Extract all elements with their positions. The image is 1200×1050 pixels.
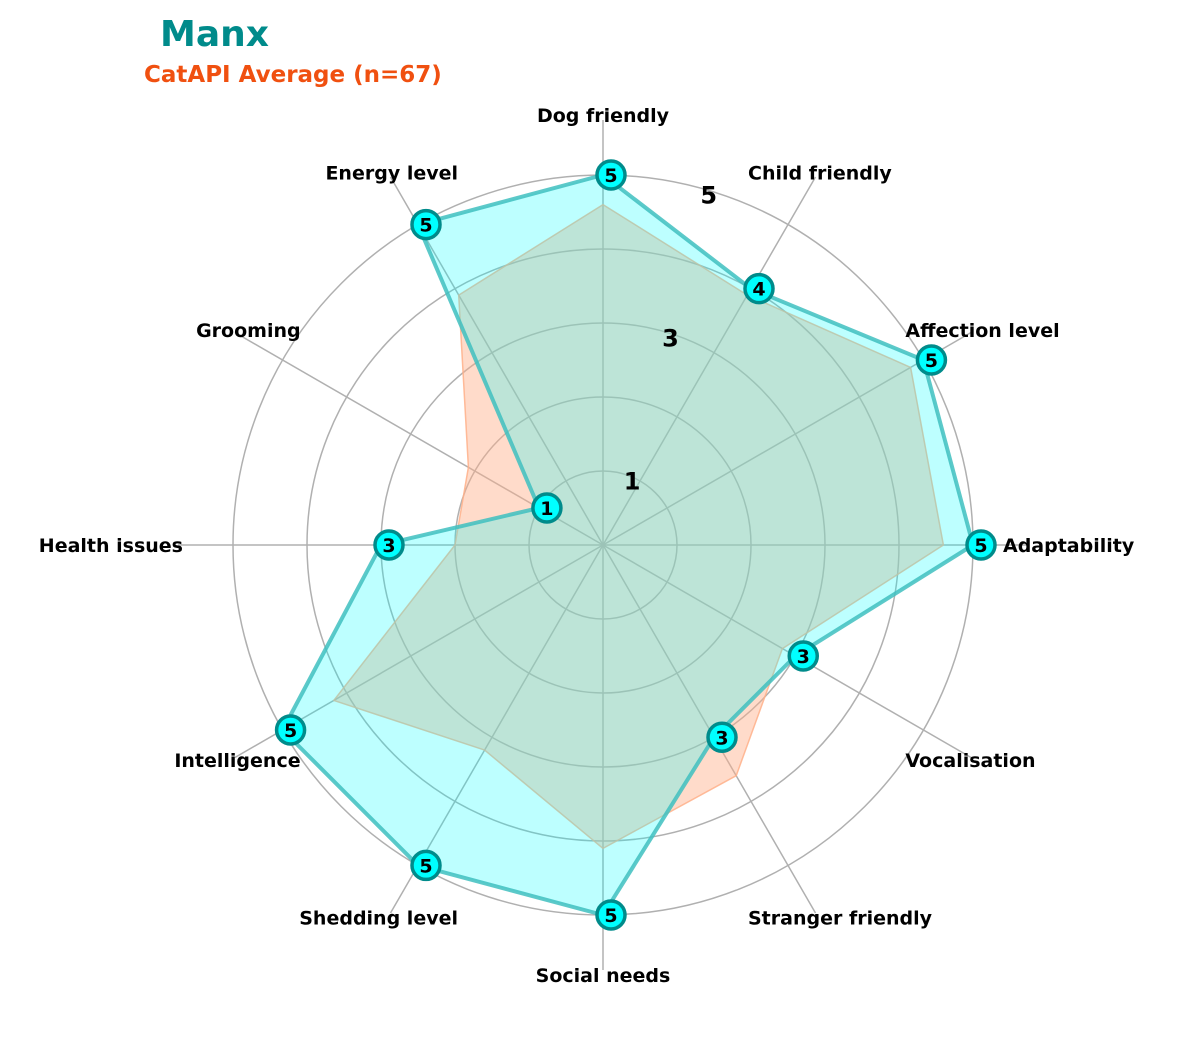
marker-dot [410, 208, 442, 241]
marker-dot [274, 714, 307, 746]
marker-value: 5 [604, 905, 617, 927]
marker-health-issues: 3 [373, 529, 405, 561]
marker-dot [743, 272, 775, 305]
marker-value: 1 [540, 498, 553, 520]
axis-label-child-friendly: Child friendly [748, 163, 892, 185]
marker-value: 5 [974, 535, 987, 557]
marker-dot [965, 529, 997, 561]
marker-value: 3 [382, 535, 395, 557]
marker-value: 3 [797, 646, 810, 668]
axis-label-stranger-friendly: Stranger friendly [748, 907, 933, 929]
marker-dog-friendly: 5 [595, 159, 627, 191]
marker-vocalisation: 3 [787, 640, 820, 672]
marker-dot [595, 159, 627, 191]
marker-dot [915, 344, 948, 376]
axis-label-vocalisation: Vocalisation [905, 750, 1035, 772]
marker-stranger-friendly: 3 [706, 721, 738, 754]
marker-value: 5 [925, 350, 938, 372]
marker-dot [787, 640, 820, 672]
ring-label-1: 1 [624, 468, 641, 496]
marker-dot [373, 529, 405, 561]
marker-dot [410, 849, 442, 882]
marker-energy-level: 5 [410, 208, 442, 241]
marker-dot [595, 899, 627, 931]
axis-label-health-issues: Health issues [39, 535, 183, 557]
axis-label-affection-level: Affection level [905, 320, 1059, 342]
ring-label-3: 3 [662, 325, 679, 353]
axis-label-social-needs: Social needs [536, 965, 671, 987]
axis-label-energy-level: Energy level [325, 163, 458, 185]
spoke-affection-level [602, 331, 972, 546]
marker-value: 3 [715, 727, 728, 749]
axis-label-intelligence: Intelligence [174, 750, 300, 772]
ring-label-5: 5 [700, 182, 717, 210]
axis-label-grooming: Grooming [196, 320, 301, 342]
chart-title: Manx [160, 14, 269, 55]
chart-subtitle: CatAPI Average (n=67) [144, 62, 442, 88]
marker-child-friendly: 4 [743, 272, 775, 305]
marker-social-needs: 5 [595, 899, 627, 931]
marker-adaptability: 5 [965, 529, 997, 561]
marker-shedding-level: 5 [410, 849, 442, 882]
radar-labels: 1 3 5 Adaptability Affection level Child frie… [39, 105, 1135, 987]
axis-label-adaptability: Adaptability [1003, 535, 1135, 557]
marker-grooming: 1 [531, 492, 563, 524]
marker-value: 4 [752, 279, 765, 301]
spoke-vocalisation [602, 544, 972, 759]
marker-value: 5 [419, 215, 432, 237]
spoke-child-friendly [602, 176, 817, 546]
marker-dot [531, 492, 563, 524]
radar-markers: 5 5 4 5 5 1 3 5 5 5 3 3 [274, 159, 997, 931]
axis-label-dog-friendly: Dog friendly [537, 105, 670, 127]
marker-intelligence: 5 [274, 714, 307, 746]
axis-label-shedding-level: Shedding level [299, 907, 458, 929]
marker-dot [706, 721, 738, 754]
marker-value: 5 [284, 720, 297, 742]
marker-value: 5 [604, 165, 617, 187]
marker-value: 5 [419, 855, 432, 877]
marker-affection-level: 5 [915, 344, 948, 376]
